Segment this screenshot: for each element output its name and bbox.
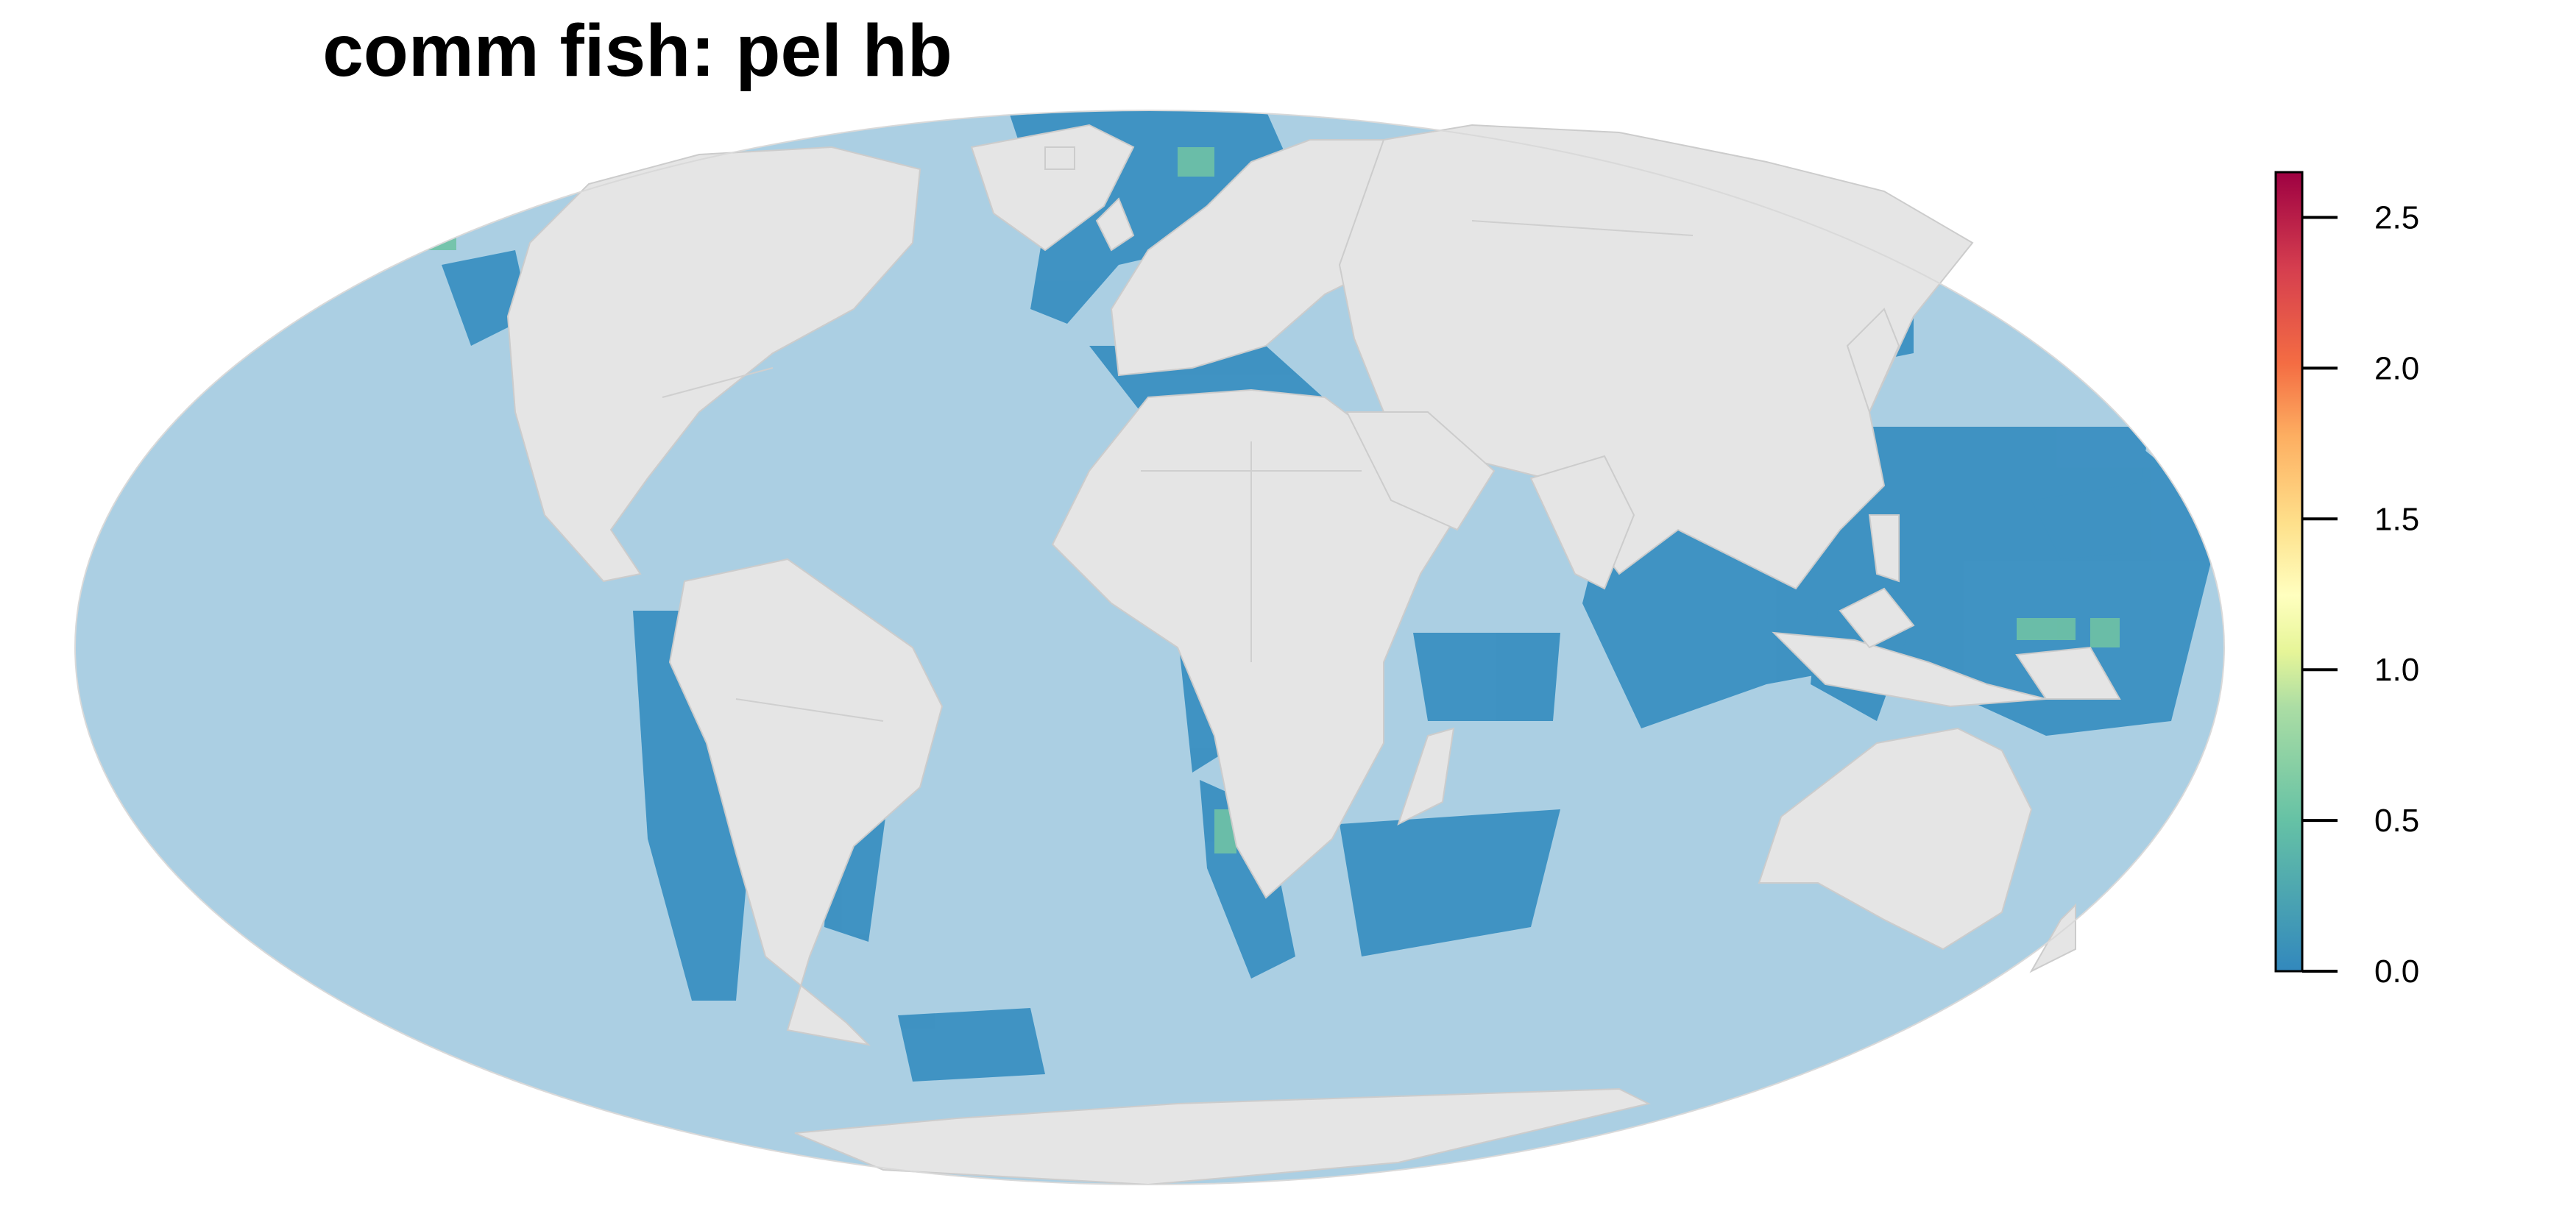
philippines [1868, 514, 1900, 583]
iceland [1044, 146, 1075, 170]
legend-colorbar [2274, 171, 2304, 973]
madagascar [1397, 727, 1455, 826]
map-title: comm fish: pel hb [322, 10, 952, 92]
color-legend: 0.0 0.5 1.0 1.5 2.0 2.5 [2274, 171, 2419, 990]
legend-tick-label: 2.5 [2374, 199, 2419, 235]
borneo [1839, 587, 1915, 649]
legend-tick-label: 1.5 [2374, 501, 2419, 537]
british-isles [1095, 197, 1135, 252]
land-masses [506, 124, 2121, 1186]
japan [1846, 308, 1900, 414]
legend-tick-label: 1.0 [2374, 652, 2419, 688]
south-america [668, 558, 944, 1046]
country-borders [662, 220, 1694, 722]
india [1529, 455, 1635, 590]
legend-tick-label: 0.0 [2374, 954, 2419, 990]
legend-tick-label: 0.5 [2374, 803, 2419, 839]
australia [1758, 727, 2033, 951]
legend-tick-label: 2.0 [2374, 350, 2419, 386]
antarctica [794, 1087, 1651, 1186]
africa [1051, 388, 1459, 899]
globe-outline [74, 110, 2225, 1185]
arabia [1345, 411, 1496, 531]
north-america [506, 146, 921, 583]
new-guinea [2015, 646, 2121, 700]
greenland [970, 124, 1135, 252]
